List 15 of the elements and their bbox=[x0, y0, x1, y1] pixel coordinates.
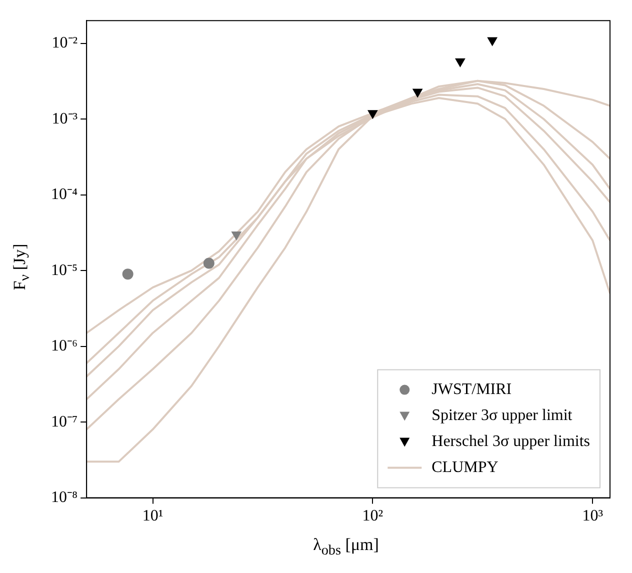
y-tick-label: 10⁻⁸ bbox=[51, 489, 78, 506]
x-tick-label: 10³ bbox=[582, 508, 604, 525]
y-tick-label: 10⁻⁶ bbox=[51, 338, 78, 355]
legend-label: Herschel 3σ upper limits bbox=[432, 433, 590, 450]
x-axis-title: λ$_{obs}$ [μm] bbox=[312, 534, 380, 559]
y-tick-label: 10⁻³ bbox=[52, 110, 78, 128]
legend-label: CLUMPY bbox=[432, 459, 499, 476]
x-tick-label: 10² bbox=[362, 508, 384, 525]
y-tick-label: 10⁻² bbox=[52, 34, 78, 52]
legend-label: Spitzer 3σ upper limit bbox=[432, 407, 573, 424]
y-tick-label: 10⁻⁴ bbox=[51, 186, 78, 204]
y-tick-label: 10⁻⁷ bbox=[51, 413, 78, 430]
x-tick-label: 10¹ bbox=[142, 508, 164, 525]
y-tick-label: 10⁻⁵ bbox=[51, 262, 78, 279]
legend-label: JWST/MIRI bbox=[432, 381, 512, 398]
